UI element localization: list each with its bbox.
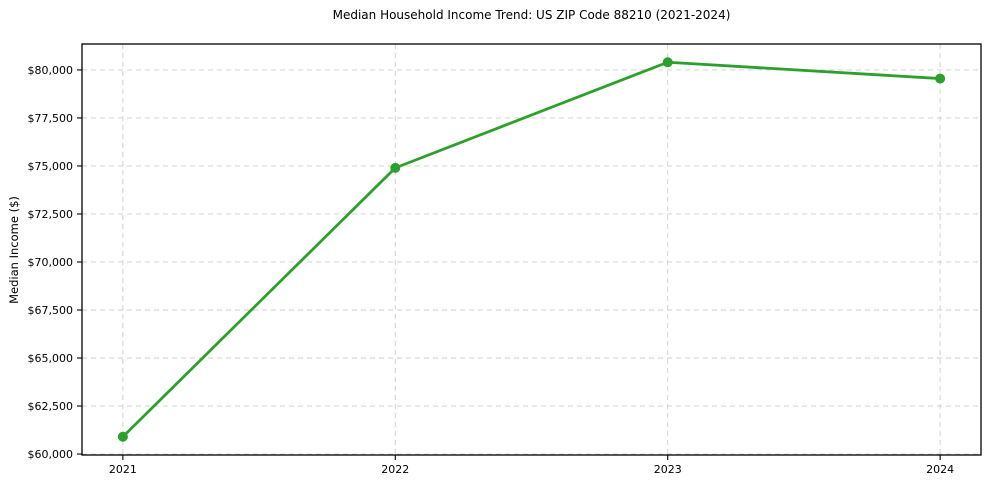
y-tick-label: $70,000: [28, 256, 74, 269]
x-tick-label: 2022: [381, 463, 409, 476]
data-point-2022: [390, 162, 401, 173]
data-point-2021: [117, 431, 128, 442]
y-tick-label: $77,500: [28, 112, 74, 125]
data-point-2023: [662, 57, 673, 68]
data-point-2024: [935, 73, 946, 84]
x-tick-label: 2021: [109, 463, 137, 476]
y-tick-label: $65,000: [28, 352, 74, 365]
chart-title: Median Household Income Trend: US ZIP Co…: [332, 8, 731, 22]
plot-border: [81, 43, 982, 456]
y-tick-label: $60,000: [28, 448, 74, 461]
y-tick-label: $80,000: [28, 64, 74, 77]
x-tick-label: 2024: [926, 463, 954, 476]
trend-line: [121, 60, 942, 439]
y-tick-label: $75,000: [28, 160, 74, 173]
y-tick-label: $67,500: [28, 304, 74, 317]
y-tick-label: $72,500: [28, 208, 74, 221]
y-tick-label: $62,500: [28, 400, 74, 413]
x-tick-label: 2023: [654, 463, 682, 476]
